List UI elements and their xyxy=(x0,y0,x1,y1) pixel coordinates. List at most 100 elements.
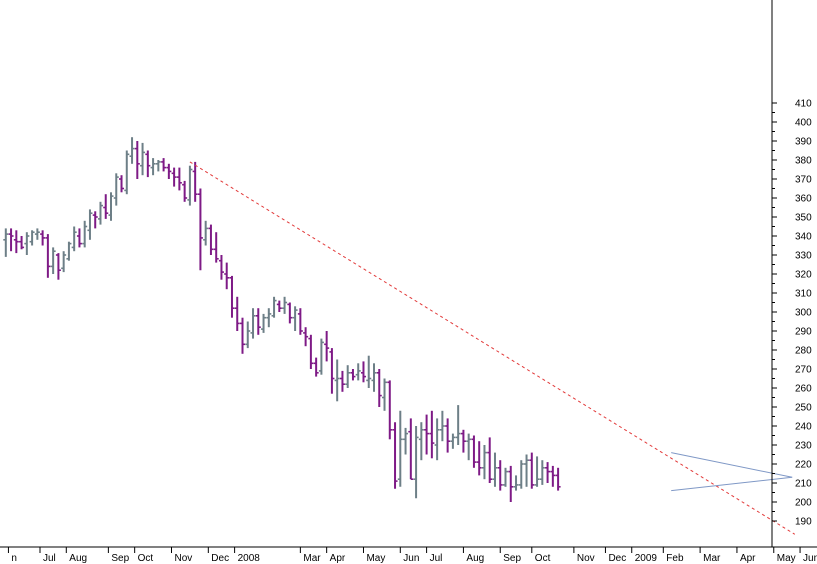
x-tick-label: 2009 xyxy=(635,553,658,564)
ohlc-bar xyxy=(103,194,109,219)
ohlc-bar xyxy=(3,228,9,257)
x-tick-label: Nov xyxy=(174,553,192,564)
ohlc-bar xyxy=(371,363,377,392)
y-axis: 190 200 210 220 230 240 250 260 270 280 290 300 310 3… xyxy=(772,99,812,528)
y-tick-label: 220 xyxy=(795,460,812,471)
ohlc-bar xyxy=(119,175,125,193)
ohlc-bar xyxy=(413,426,419,499)
x-tick-label: Oct xyxy=(535,553,551,564)
ohlc-bar xyxy=(161,158,167,172)
ohlc-bar xyxy=(176,167,182,191)
ohlc-bar xyxy=(550,465,556,487)
ohlc-bar xyxy=(55,253,61,280)
ohlc-bar xyxy=(382,378,388,411)
y-tick-label: 250 xyxy=(795,403,812,414)
ohlc-bar xyxy=(76,228,82,248)
ohlc-bar xyxy=(234,296,240,331)
x-tick-label: Nov xyxy=(577,553,595,564)
y-tick-label: 240 xyxy=(795,422,812,433)
ohlc-bar xyxy=(261,313,267,333)
ohlc-bar xyxy=(492,452,498,487)
ohlc-bar xyxy=(308,334,314,369)
x-tick-label: Dec xyxy=(608,553,626,564)
ohlc-bar xyxy=(45,234,51,278)
ohlc-bar xyxy=(434,418,440,461)
y-tick-label: 370 xyxy=(795,175,812,186)
y-tick-label: 270 xyxy=(795,365,812,376)
ohlc-bar xyxy=(271,296,277,318)
ohlc-bar xyxy=(92,211,98,229)
ohlc-bar xyxy=(555,467,561,491)
ohlc-bar xyxy=(350,369,356,381)
ohlc-bar xyxy=(82,220,88,248)
ohlc-bar xyxy=(466,433,472,461)
y-tick-label: 390 xyxy=(795,137,812,148)
ohlc-bar xyxy=(303,327,309,347)
y-tick-label: 210 xyxy=(795,479,812,490)
ohlc-bar xyxy=(40,230,46,246)
y-tick-label: 340 xyxy=(795,232,812,243)
y-tick-label: 300 xyxy=(795,308,812,319)
ohlc-bar xyxy=(360,361,366,383)
ohlc-bar xyxy=(208,224,214,255)
ohlc-bar xyxy=(218,255,224,280)
ohlc-bar xyxy=(334,359,340,402)
x-tick-label: Jul xyxy=(430,553,443,564)
ohlc-bar xyxy=(513,475,519,491)
ohlc-bar xyxy=(508,465,514,502)
y-tick-label: 360 xyxy=(795,194,812,205)
x-tick-label: Apr xyxy=(330,553,346,564)
ohlc-bar xyxy=(460,429,466,453)
y-tick-label: 320 xyxy=(795,270,812,281)
ohlc-bar xyxy=(292,306,298,331)
y-tick-label: 290 xyxy=(795,327,812,338)
ohlc-bar xyxy=(140,142,146,176)
y-tick-label: 200 xyxy=(795,498,812,509)
x-tick-label: Jun xyxy=(803,553,817,564)
ohlc-bar xyxy=(61,251,67,273)
x-tick-label: Sep xyxy=(503,553,521,564)
y-tick-label: 410 xyxy=(795,99,812,110)
ohlc-bar xyxy=(240,317,245,354)
ohlc-bar xyxy=(171,167,177,187)
ohlc-bar xyxy=(113,173,119,206)
ohlc-bar xyxy=(439,410,445,442)
ohlc-bar xyxy=(429,410,435,459)
x-tick-label: Mar xyxy=(703,553,721,564)
ohlc-bar xyxy=(282,296,288,314)
x-tick-label: May xyxy=(777,553,796,564)
y-tick-label: 400 xyxy=(795,118,812,129)
x-tick-label: May xyxy=(366,553,385,564)
ohlc-bar xyxy=(245,321,251,349)
ohlc-bar xyxy=(503,467,508,487)
x-tick-label: Apr xyxy=(740,553,756,564)
y-tick-label: 350 xyxy=(795,213,812,224)
y-tick-label: 230 xyxy=(795,441,812,452)
plot-area xyxy=(0,0,772,547)
ohlc-bar xyxy=(287,302,293,324)
ohlc-bar xyxy=(19,236,25,250)
ohlc-bar xyxy=(355,363,361,381)
x-tick-label: Oct xyxy=(138,553,154,564)
ohlc-bar xyxy=(255,308,261,335)
ohlc-bar xyxy=(345,365,351,388)
ohlc-bar xyxy=(318,338,324,375)
ohlc-bar xyxy=(418,422,424,461)
ohlc-bar xyxy=(445,418,451,453)
ohlc-bar xyxy=(66,241,72,261)
ohlc-bar xyxy=(376,369,382,407)
ohlc-bar xyxy=(403,427,409,455)
y-tick-label: 260 xyxy=(795,384,812,395)
y-tick-label: 190 xyxy=(795,517,812,528)
ohlc-bar xyxy=(155,160,161,172)
ohlc-bar xyxy=(408,418,414,481)
x-tick-label: Jul xyxy=(43,553,56,564)
x-axis: n Jul Aug Sep Oct Nov Dec 2008 Mar Apr May Jun Jul Au… xyxy=(7,547,817,564)
downtrend-line xyxy=(189,161,796,535)
ohlc-bar xyxy=(481,445,487,480)
ohlc-bar xyxy=(97,201,103,225)
ohlc-bar xyxy=(250,308,256,339)
ohlc-bar xyxy=(29,230,35,246)
ohlc-bar xyxy=(518,460,524,489)
